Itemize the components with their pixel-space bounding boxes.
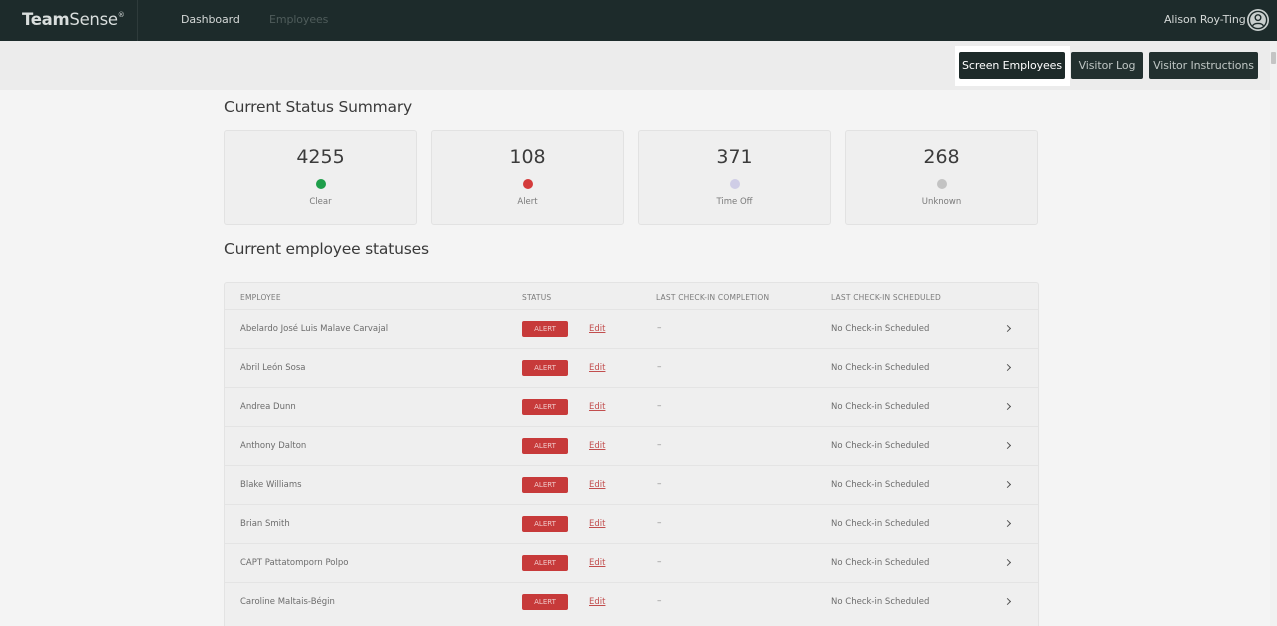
employee-name: Anthony Dalton [240,441,307,451]
edit-status-link[interactable]: Edit [589,441,606,451]
chevron-right-icon[interactable] [1003,558,1012,567]
summary-count: 268 [923,146,960,168]
status-badge: ALERT [522,516,568,532]
edit-status-link[interactable]: Edit [589,402,606,412]
column-header-last-completion: LAST CHECK-IN COMPLETION [656,293,770,302]
status-badge: ALERT [522,438,568,454]
summary-count: 371 [716,146,753,168]
summary-count: 108 [509,146,546,168]
status-badge: ALERT [522,360,568,376]
status-dot-icon [936,179,947,189]
employee-name: Blake Williams [240,480,302,490]
last-scheduled-value: No Check-in Scheduled [831,441,930,451]
last-completion-value: – [657,518,662,528]
last-scheduled-value: No Check-in Scheduled [831,402,930,412]
teamsense-logo[interactable]: TeamSense® [22,10,125,29]
last-scheduled-value: No Check-in Scheduled [831,324,930,334]
last-completion-value: – [657,596,662,606]
nav-divider [137,0,138,41]
table-row[interactable]: Anthony Dalton ALERT Edit – No Check-in … [225,426,1038,465]
status-badge: ALERT [522,477,568,493]
table-row[interactable]: Abelardo José Luis Malave Carvajal ALERT… [225,309,1038,348]
last-completion-value: – [657,362,662,372]
table-row[interactable]: Abril León Sosa ALERT Edit – No Check-in… [225,348,1038,387]
employee-statuses-title: Current employee statuses [224,240,429,258]
employee-status-table: EMPLOYEE STATUS LAST CHECK-IN COMPLETION… [224,282,1039,626]
scrollbar-thumb[interactable] [1271,52,1276,64]
last-completion-value: – [657,323,662,333]
summary-label: Unknown [921,197,962,207]
column-header-last-scheduled: LAST CHECK-IN SCHEDULED [831,293,942,302]
employee-name: Brian Smith [240,519,290,529]
edit-status-link[interactable]: Edit [589,324,606,334]
table-row[interactable]: Blake Williams ALERT Edit – No Check-in … [225,465,1038,504]
summary-card-clear[interactable]: 4255 Clear [224,130,417,225]
table-row[interactable]: CAPT Pattatomporn Polpo ALERT Edit – No … [225,543,1038,582]
chevron-right-icon[interactable] [1003,402,1012,411]
chevron-right-icon[interactable] [1003,324,1012,333]
edit-status-link[interactable]: Edit [589,480,606,490]
summary-label: Clear [309,197,332,207]
chevron-right-icon[interactable] [1003,480,1012,489]
status-badge: ALERT [522,594,568,610]
employee-name: Abril León Sosa [240,363,306,373]
chevron-right-icon[interactable] [1003,363,1012,372]
user-name[interactable]: Alison Roy-Ting [1164,13,1246,26]
summary-label: Time Off [716,197,753,207]
edit-status-link[interactable]: Edit [589,558,606,568]
status-badge: ALERT [522,555,568,571]
status-dot-icon [729,179,740,189]
column-header-employee: EMPLOYEE [240,293,281,302]
last-scheduled-value: No Check-in Scheduled [831,597,930,607]
edit-status-link[interactable]: Edit [589,519,606,529]
table-row[interactable]: Caroline Maltais-Bégin ALERT Edit – No C… [225,582,1038,621]
summary-label: Alert [517,197,538,207]
status-summary-title: Current Status Summary [224,98,412,116]
last-completion-value: – [657,557,662,567]
last-scheduled-value: No Check-in Scheduled [831,519,930,529]
screen-employees-button[interactable]: Screen Employees [959,52,1065,79]
status-dot-icon [522,179,533,189]
summary-count: 4255 [296,146,345,168]
nav-link-employees[interactable]: Employees [269,13,329,26]
edit-status-link[interactable]: Edit [589,597,606,607]
status-badge: ALERT [522,399,568,415]
visitor-log-button[interactable]: Visitor Log [1071,52,1143,79]
column-header-status: STATUS [522,293,552,302]
summary-card-alert[interactable]: 108 Alert [431,130,624,225]
last-scheduled-value: No Check-in Scheduled [831,558,930,568]
avatar-glyph [1248,10,1268,30]
top-navigation-bar: TeamSense® Dashboard Employees Alison Ro… [0,0,1277,41]
employee-name: Abelardo José Luis Malave Carvajal [240,324,389,334]
nav-link-dashboard[interactable]: Dashboard [181,13,240,26]
employee-name: Caroline Maltais-Bégin [240,597,335,607]
last-completion-value: – [657,401,662,411]
page-scrollbar[interactable] [1270,41,1277,626]
chevron-right-icon[interactable] [1003,441,1012,450]
chevron-right-icon[interactable] [1003,597,1012,606]
employee-name: CAPT Pattatomporn Polpo [240,558,349,568]
last-scheduled-value: No Check-in Scheduled [831,480,930,490]
last-scheduled-value: No Check-in Scheduled [831,363,930,373]
table-row[interactable]: Andrea Dunn ALERT Edit – No Check-in Sch… [225,387,1038,426]
summary-card-unknown[interactable]: 268 Unknown [845,130,1038,225]
table-row[interactable]: Brian Smith ALERT Edit – No Check-in Sch… [225,504,1038,543]
employee-name: Andrea Dunn [240,402,296,412]
last-completion-value: – [657,479,662,489]
chevron-right-icon[interactable] [1003,519,1012,528]
status-badge: ALERT [522,321,568,337]
user-circle-icon[interactable] [1247,9,1269,31]
summary-card-time-off[interactable]: 371 Time Off [638,130,831,225]
last-completion-value: – [657,440,662,450]
status-dot-icon [315,179,326,189]
visitor-instructions-button[interactable]: Visitor Instructions [1149,52,1258,79]
edit-status-link[interactable]: Edit [589,363,606,373]
